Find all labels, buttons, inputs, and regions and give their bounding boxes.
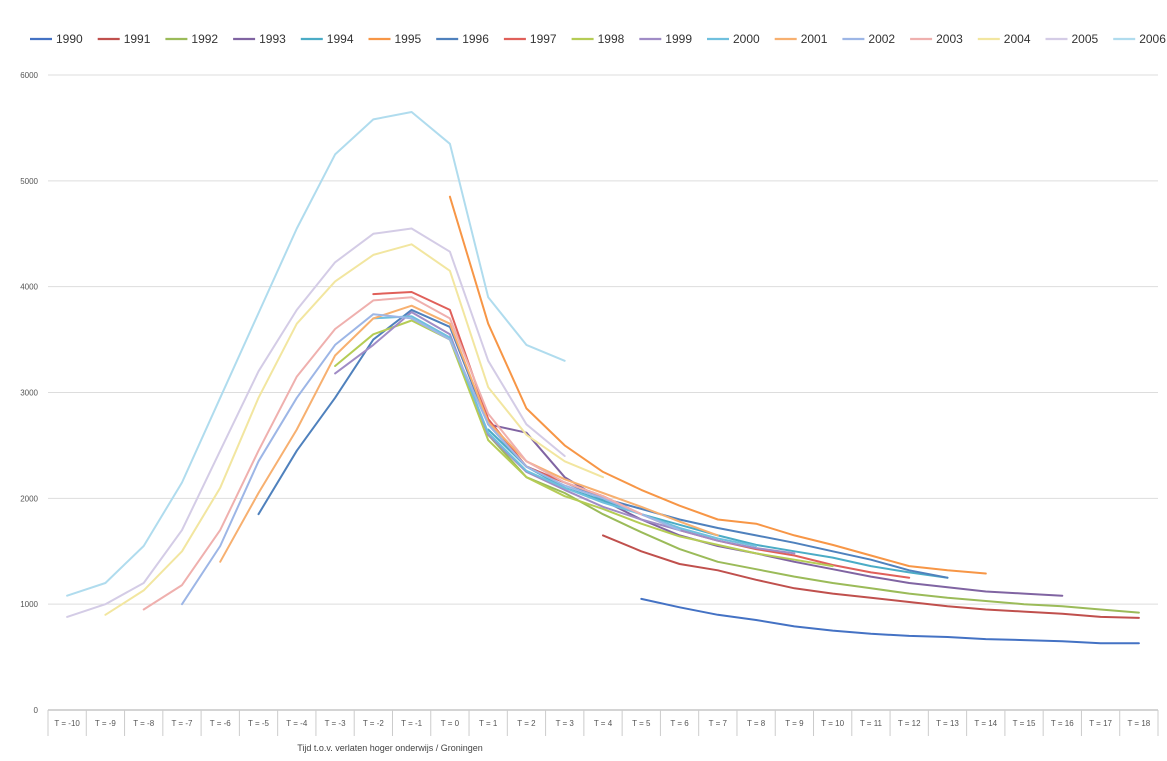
legend-label: 1996: [462, 32, 489, 46]
x-tick-label: T = 7: [709, 719, 728, 728]
x-tick-label: T = -10: [54, 719, 80, 728]
legend-label: 1999: [665, 32, 692, 46]
x-tick-label: T = -5: [248, 719, 270, 728]
legend-entry-2000: 2000: [707, 32, 760, 46]
legend-entry-2002: 2002: [842, 32, 895, 46]
x-tick-label: T = 2: [517, 719, 536, 728]
x-tick-label: T = 15: [1013, 719, 1036, 728]
legend-entry-2003: 2003: [910, 32, 963, 46]
series-line-1993: [488, 424, 1062, 595]
y-tick-label: 3000: [20, 389, 38, 398]
x-tick-label: T = 14: [974, 719, 997, 728]
legend-label: 1990: [56, 32, 83, 46]
x-tick-label: T = -3: [325, 719, 347, 728]
x-tick-label: T = 11: [860, 719, 883, 728]
legend-entry-1993: 1993: [233, 32, 286, 46]
y-tick-label: 1000: [20, 600, 38, 609]
y-tick-label: 5000: [20, 177, 38, 186]
x-axis-label: Tijd t.o.v. verlaten hoger onderwijs / G…: [297, 743, 483, 753]
x-tick-label: T = 10: [821, 719, 844, 728]
x-tick-label: T = 16: [1051, 719, 1074, 728]
legend-label: 2004: [1004, 32, 1031, 46]
x-tick-label: T = -1: [401, 719, 423, 728]
x-tick-label: T = 1: [479, 719, 498, 728]
x-tick-label: T = -7: [171, 719, 193, 728]
legend-entry-1995: 1995: [369, 32, 422, 46]
legend-label: 2002: [868, 32, 895, 46]
legend-label: 2005: [1072, 32, 1099, 46]
x-tick-label: T = -9: [95, 719, 117, 728]
x-tick-label: T = 9: [785, 719, 804, 728]
series-line-2002: [182, 314, 680, 604]
legend-entry-1997: 1997: [504, 32, 557, 46]
x-tick-label: T = 0: [441, 719, 460, 728]
legend-label: 1991: [124, 32, 151, 46]
x-tick-label: T = 5: [632, 719, 651, 728]
legend-entry-1998: 1998: [572, 32, 625, 46]
x-tick-label: T = -4: [286, 719, 308, 728]
series-line-1994: [488, 430, 947, 578]
x-tick-label: T = 18: [1127, 719, 1150, 728]
legend: 1990 1991 1992 1993 1994 1995 1996 1997 1998 1999…: [30, 32, 1166, 46]
y-tick-label: 6000: [20, 71, 38, 80]
legend-label: 2006: [1139, 32, 1166, 46]
legend-entry-1999: 1999: [639, 32, 692, 46]
y-tick-label: 2000: [20, 494, 38, 503]
y-tick-label: 4000: [20, 283, 38, 292]
series-line-1999: [335, 312, 794, 553]
legend-label: 1994: [327, 32, 354, 46]
series-line-1992: [488, 435, 1139, 613]
legend-label: 1997: [530, 32, 557, 46]
series-line-2004: [105, 244, 603, 615]
legend-entry-1994: 1994: [301, 32, 354, 46]
legend-entry-1996: 1996: [436, 32, 489, 46]
series-line-1998: [335, 321, 833, 567]
x-tick-label: T = 17: [1089, 719, 1112, 728]
legend-entry-2005: 2005: [1046, 32, 1099, 46]
x-tick-label: T = -2: [363, 719, 385, 728]
legend-entry-2001: 2001: [775, 32, 828, 46]
legend-label: 1993: [259, 32, 286, 46]
series-line-1995: [450, 197, 986, 574]
series-lines: [67, 112, 1139, 643]
x-tick-label: T = 8: [747, 719, 766, 728]
x-tick-label: T = 3: [556, 719, 575, 728]
legend-entry-1990: 1990: [30, 32, 83, 46]
series-line-1996: [259, 310, 948, 578]
legend-label: 1995: [395, 32, 422, 46]
legend-entry-2006: 2006: [1113, 32, 1166, 46]
x-tick-label: T = 13: [936, 719, 959, 728]
x-tick-label: T = 6: [670, 719, 689, 728]
legend-entry-1992: 1992: [165, 32, 218, 46]
gridlines: [48, 75, 1158, 710]
x-axis: T = -10 T = -9 T = -8 T = -7 T = -6 T = -5 T =…: [48, 710, 1158, 736]
x-tick-label: T = 4: [594, 719, 613, 728]
legend-label: 1992: [191, 32, 218, 46]
x-tick-label: T = -8: [133, 719, 155, 728]
legend-entry-2004: 2004: [978, 32, 1031, 46]
legend-label: 2000: [733, 32, 760, 46]
legend-label: 1998: [598, 32, 625, 46]
legend-label: 2003: [936, 32, 963, 46]
y-tick-label: 0: [34, 706, 39, 715]
legend-entry-1991: 1991: [98, 32, 151, 46]
legend-label: 2001: [801, 32, 828, 46]
x-tick-label: T = 12: [898, 719, 921, 728]
x-tick-label: T = -6: [210, 719, 232, 728]
y-axis: 0 1000 2000 3000 4000 5000 6000: [20, 71, 38, 715]
